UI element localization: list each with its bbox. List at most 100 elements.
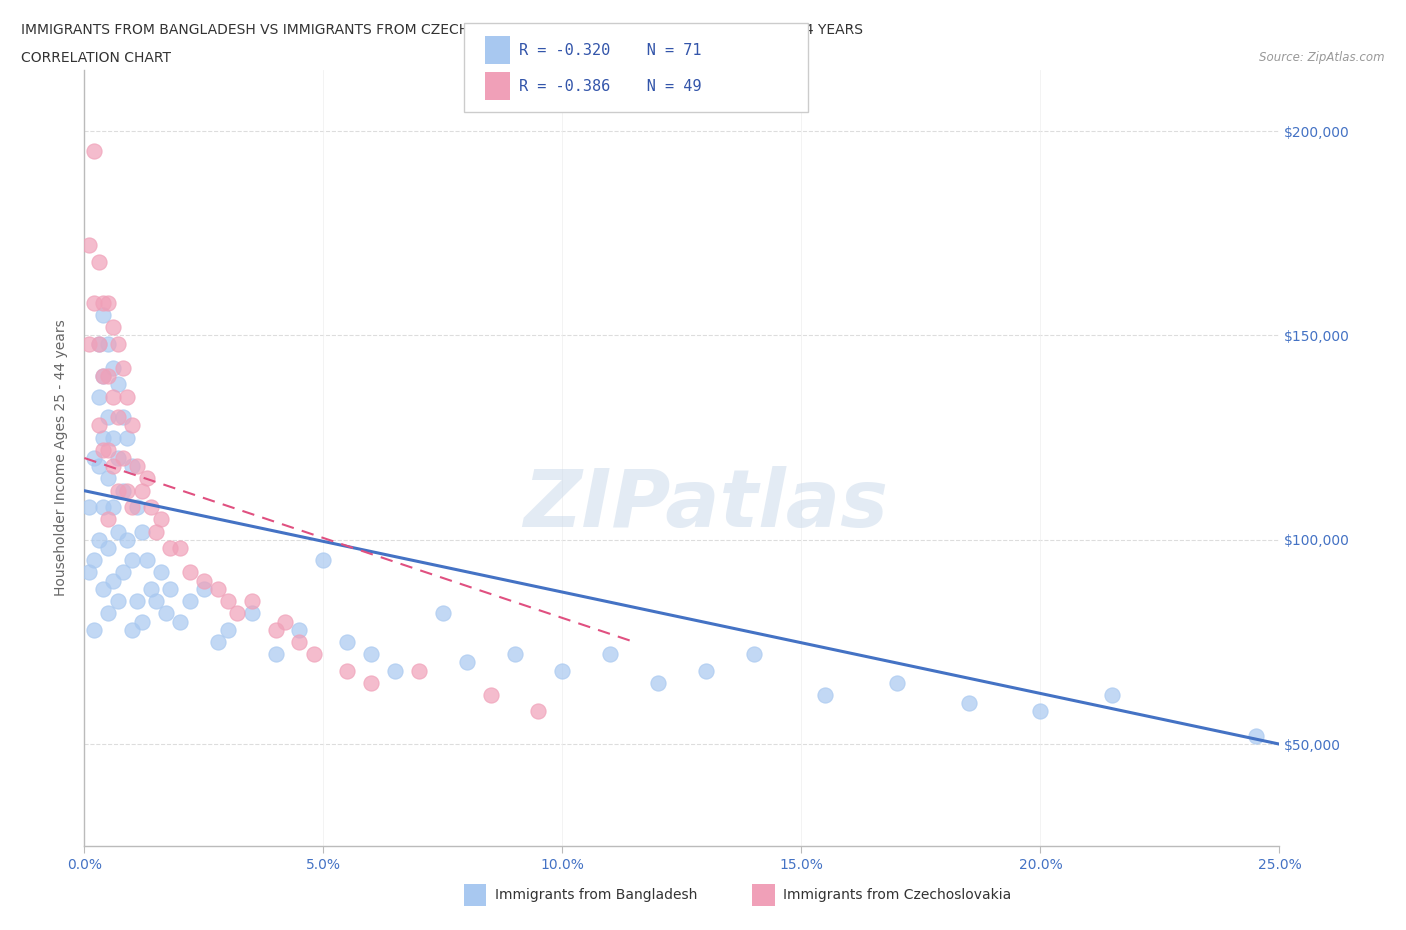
Point <box>217 622 239 637</box>
Point <box>83 296 105 311</box>
Point <box>179 593 201 608</box>
Point <box>131 525 153 539</box>
Text: Immigrants from Czechoslovakia: Immigrants from Czechoslovakia <box>783 887 1011 902</box>
Point <box>107 377 129 392</box>
Point <box>240 606 263 621</box>
Point <box>87 458 110 473</box>
Point <box>87 390 110 405</box>
Point <box>145 525 167 539</box>
Point <box>957 696 980 711</box>
Point <box>121 622 143 637</box>
Point <box>131 484 153 498</box>
Point <box>264 646 287 661</box>
Point <box>87 336 110 351</box>
Point <box>288 622 311 637</box>
Point <box>264 622 287 637</box>
Point <box>93 499 115 514</box>
Point <box>1244 728 1267 743</box>
Point <box>83 552 105 567</box>
Point <box>1101 687 1123 702</box>
Point <box>125 593 148 608</box>
Point <box>97 606 120 621</box>
Point <box>97 336 120 351</box>
Point <box>87 418 110 432</box>
Point <box>107 410 129 425</box>
Point <box>159 581 181 596</box>
Text: Source: ZipAtlas.com: Source: ZipAtlas.com <box>1260 51 1385 64</box>
Point <box>240 593 263 608</box>
Point <box>121 458 143 473</box>
Point <box>155 606 177 621</box>
Point <box>117 484 139 498</box>
Point <box>77 238 100 253</box>
Point <box>135 471 157 485</box>
Point <box>131 614 153 629</box>
Point <box>312 552 335 567</box>
Text: CORRELATION CHART: CORRELATION CHART <box>21 51 172 65</box>
Point <box>1029 704 1052 719</box>
Point <box>111 565 134 580</box>
Point <box>101 361 124 376</box>
Point <box>456 655 478 670</box>
Point <box>97 296 120 311</box>
Point <box>111 484 134 498</box>
Point <box>97 512 120 526</box>
Point <box>101 431 124 445</box>
Point <box>121 552 143 567</box>
Point <box>125 458 148 473</box>
Point <box>503 646 526 661</box>
Point <box>336 634 359 649</box>
Point <box>886 675 908 690</box>
Point <box>274 614 297 629</box>
Point <box>742 646 765 661</box>
Point <box>408 663 430 678</box>
Point <box>107 593 129 608</box>
Point <box>141 499 163 514</box>
Point <box>101 458 124 473</box>
Point <box>111 451 134 466</box>
Point <box>117 532 139 547</box>
Point <box>149 565 172 580</box>
Point <box>77 336 100 351</box>
Point <box>97 410 120 425</box>
Text: IMMIGRANTS FROM BANGLADESH VS IMMIGRANTS FROM CZECHOSLOVAKIA HOUSEHOLDER INCOME : IMMIGRANTS FROM BANGLADESH VS IMMIGRANTS… <box>21 23 863 37</box>
Point <box>551 663 574 678</box>
Point <box>83 451 105 466</box>
Point <box>117 390 139 405</box>
Point <box>93 443 115 458</box>
Point <box>527 704 550 719</box>
Y-axis label: Householder Income Ages 25 - 44 years: Householder Income Ages 25 - 44 years <box>55 320 69 596</box>
Point <box>87 532 110 547</box>
Point <box>77 499 100 514</box>
Text: Immigrants from Bangladesh: Immigrants from Bangladesh <box>495 887 697 902</box>
Point <box>93 369 115 384</box>
Point <box>814 687 837 702</box>
Point <box>107 336 129 351</box>
Point <box>93 296 115 311</box>
Point <box>159 540 181 555</box>
Point <box>135 552 157 567</box>
Point <box>226 606 249 621</box>
Point <box>83 622 105 637</box>
Point <box>432 606 454 621</box>
Point <box>93 581 115 596</box>
Point <box>93 431 115 445</box>
Text: R = -0.386    N = 49: R = -0.386 N = 49 <box>519 79 702 94</box>
Point <box>111 410 134 425</box>
Point <box>179 565 201 580</box>
Point <box>647 675 669 690</box>
Point <box>599 646 621 661</box>
Point <box>336 663 359 678</box>
Point <box>107 451 129 466</box>
Point <box>93 308 115 323</box>
Point <box>169 540 191 555</box>
Point <box>97 369 120 384</box>
Point <box>121 499 143 514</box>
Point <box>97 540 120 555</box>
Point <box>97 443 120 458</box>
Point <box>101 573 124 588</box>
Point <box>479 687 502 702</box>
Point <box>384 663 406 678</box>
Point <box>97 471 120 485</box>
Point <box>121 418 143 432</box>
